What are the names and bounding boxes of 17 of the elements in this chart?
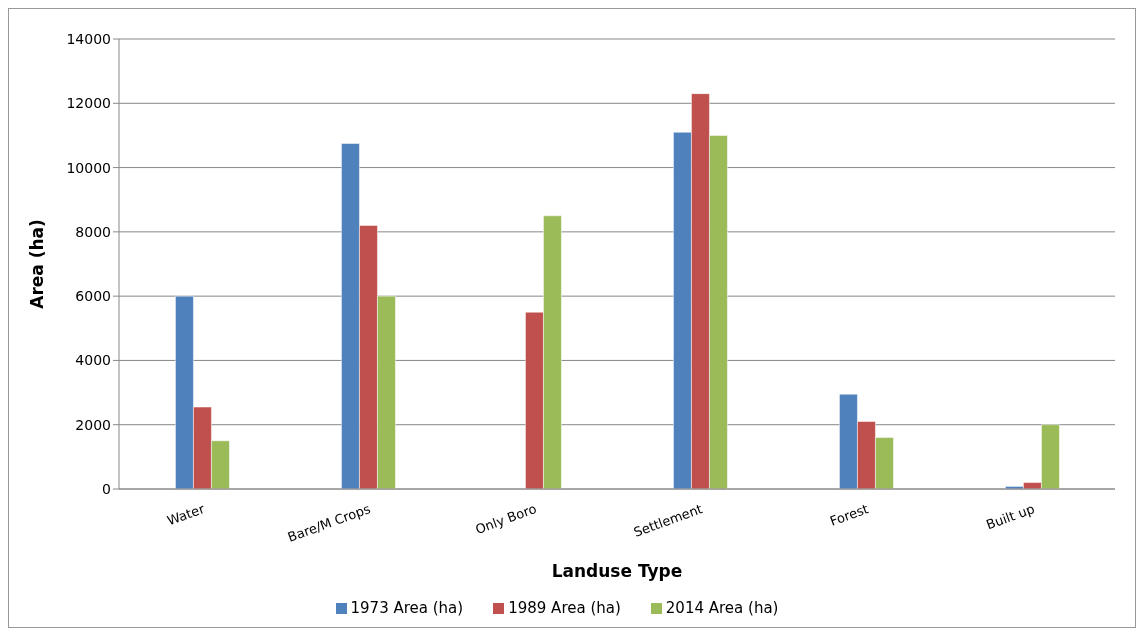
- y-axis-title: Area (ha): [27, 219, 48, 309]
- y-tick-label: 0: [102, 480, 111, 497]
- x-axis-title: Landuse Type: [551, 561, 683, 581]
- legend-label: 2014 Area (ha): [665, 599, 779, 617]
- y-tick-label: 10000: [66, 159, 111, 176]
- y-tick-label: 14000: [66, 30, 111, 47]
- x-tick-label: Built up: [984, 501, 1037, 533]
- y-tick-label: 8000: [75, 223, 111, 240]
- y-tick-label: 4000: [75, 352, 111, 369]
- x-tick-label: Forest: [827, 501, 871, 529]
- y-tick-label: 2000: [75, 416, 111, 433]
- x-tick-label: Only Boro: [473, 501, 539, 538]
- x-tick-label: Water: [165, 500, 208, 529]
- y-tick-label: 6000: [75, 288, 111, 305]
- legend-label: 1989 Area (ha): [508, 599, 621, 617]
- y-tick-label: 12000: [66, 95, 111, 112]
- legend-label: 1973 Area (ha): [350, 599, 464, 617]
